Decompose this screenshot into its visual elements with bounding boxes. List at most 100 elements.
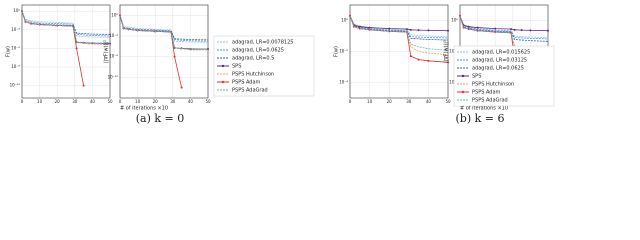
y-tick-label: 10⁻² xyxy=(339,49,348,54)
plot-frame xyxy=(21,4,111,99)
legend-label: adagrad, LR=0.0078125 xyxy=(232,40,293,46)
marker xyxy=(513,28,516,31)
series-line xyxy=(349,15,449,63)
caption: (a) k = 0 xyxy=(136,112,185,125)
x-tick-label: 30 xyxy=(170,99,176,104)
marker xyxy=(358,27,361,30)
marker xyxy=(476,29,479,32)
marker xyxy=(417,58,420,61)
x-tick-label: 50 xyxy=(205,99,211,104)
y-tick-label: 10⁰ xyxy=(13,8,20,13)
marker xyxy=(409,28,412,31)
series-line xyxy=(21,11,111,46)
legend-label: adagrad, LR=0.0625 xyxy=(472,66,524,72)
x-tick-label: 20 xyxy=(153,99,159,104)
y-tick-label: 10⁰ xyxy=(451,18,458,23)
legend-label: SPS xyxy=(472,74,481,80)
marker xyxy=(427,59,430,62)
legend-label: PSPS Adam xyxy=(472,90,501,96)
legend-label: PSPS Hutchinson xyxy=(472,82,514,88)
legend-box xyxy=(213,35,315,97)
marker xyxy=(494,31,497,34)
y-tick-label: 10⁻⁴ xyxy=(109,33,118,38)
marker xyxy=(358,25,361,28)
plot-frame xyxy=(119,4,209,99)
x-tick-label: 0 xyxy=(119,99,122,104)
marker xyxy=(368,26,371,29)
legend-marker xyxy=(461,90,465,94)
series-line xyxy=(119,15,208,51)
marker xyxy=(467,28,470,31)
marker xyxy=(388,30,391,33)
x-tick-label: 10 xyxy=(135,99,141,104)
marker xyxy=(510,28,513,31)
marker xyxy=(494,27,497,30)
series-line xyxy=(119,15,209,42)
marker xyxy=(467,25,470,28)
y-tick-label: 10⁰ xyxy=(341,18,348,23)
marker xyxy=(427,29,430,32)
legend-label: SPS xyxy=(232,64,241,70)
legend-label: PSPS Adam xyxy=(232,80,261,86)
legend-marker xyxy=(221,64,225,68)
legend-label: adagrad, LR=0.0625 xyxy=(232,48,284,54)
legend-marker xyxy=(221,80,225,84)
x-tick-label: 50 xyxy=(107,99,113,104)
legend-label: PSPS AdaGrad xyxy=(472,98,508,104)
series-line xyxy=(349,15,449,38)
marker xyxy=(180,86,183,89)
series-line xyxy=(459,15,549,40)
x-tick-label: 20 xyxy=(387,99,393,104)
legend-label: PSPS AdaGrad xyxy=(232,88,268,94)
marker xyxy=(75,47,78,50)
x-tick-label: 50 xyxy=(445,99,451,104)
x-tick-label: 0 xyxy=(349,99,352,104)
x-tick-label: 0 xyxy=(21,99,24,104)
marker xyxy=(547,29,549,32)
x-axis-label: # of iterations ×10 xyxy=(120,106,168,112)
y-tick-label: 10⁻³ xyxy=(11,27,20,32)
series-line xyxy=(21,11,111,44)
caption: (b) k = 6 xyxy=(456,112,505,125)
y-tick-label: 10⁻⁶ xyxy=(11,45,20,50)
legend-box xyxy=(453,45,555,107)
marker xyxy=(447,29,449,32)
x-tick-label: 10 xyxy=(37,99,43,104)
x-axis-label: # of iterations ×10 xyxy=(460,106,508,112)
legend-label: PSPS Hutchinson xyxy=(232,72,274,78)
marker xyxy=(417,29,420,32)
x-tick-label: 40 xyxy=(90,99,96,104)
y-axis-label: F(w) xyxy=(6,46,12,57)
series-line xyxy=(459,15,549,32)
series-line xyxy=(349,15,449,56)
marker xyxy=(388,27,391,30)
marker xyxy=(476,26,479,29)
legend-label: adagrad, LR=0.03125 xyxy=(472,58,527,64)
y-tick-label: 10⁻⁹ xyxy=(11,64,20,69)
series-line xyxy=(459,15,549,42)
y-tick-label: 10⁰ xyxy=(111,12,118,17)
x-tick-label: 10 xyxy=(367,99,373,104)
figure: 10⁰ 10⁻³ 10⁻⁶ 10⁻⁹ 10⁻¹² 0 10 20 30 40 50 F(w) 10⁰ 10… xyxy=(6,4,555,125)
y-axis-label: F(w) xyxy=(334,46,340,57)
series-line xyxy=(21,11,111,37)
x-tick-label: 30 xyxy=(406,99,412,104)
y-axis-label: ||∇F(w)||² xyxy=(444,40,450,63)
marker xyxy=(409,55,412,58)
series-line xyxy=(119,15,208,50)
series-line xyxy=(349,15,449,32)
legend-label: adagrad, LR=0.015625 xyxy=(472,50,530,56)
series-line xyxy=(349,15,449,41)
y-tick-label: 10⁻¹² xyxy=(10,83,21,88)
y-tick-label: 10⁻⁸ xyxy=(109,54,118,59)
marker xyxy=(72,25,75,28)
x-tick-label: 40 xyxy=(426,99,432,104)
marker xyxy=(405,28,408,31)
x-tick-label: 40 xyxy=(188,99,194,104)
marker xyxy=(529,29,532,32)
y-tick-label: 10⁻⁴ xyxy=(339,80,348,85)
series-line xyxy=(119,15,182,88)
series-line xyxy=(459,15,549,38)
x-tick-label: 20 xyxy=(55,99,61,104)
marker xyxy=(173,55,176,58)
